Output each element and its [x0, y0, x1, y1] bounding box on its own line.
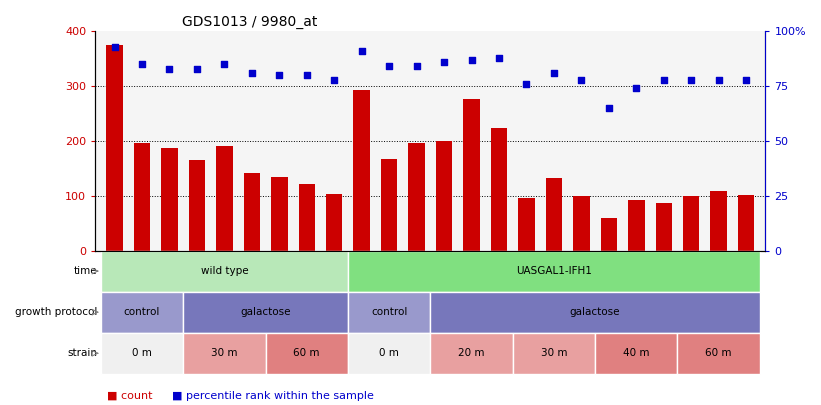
Text: wild type: wild type: [200, 266, 248, 276]
Point: [520, 81, 533, 87]
Bar: [216, 147, 232, 251]
Point: [328, 77, 341, 83]
Text: galactose: galactose: [570, 307, 621, 317]
Bar: [134, 143, 150, 251]
Text: 30 m: 30 m: [541, 348, 567, 358]
Text: control: control: [371, 307, 407, 317]
Bar: [655, 203, 672, 251]
Bar: [106, 45, 123, 251]
Bar: [161, 148, 177, 251]
FancyBboxPatch shape: [348, 251, 760, 292]
Point: [108, 43, 121, 50]
FancyBboxPatch shape: [101, 292, 183, 333]
Text: control: control: [124, 307, 160, 317]
FancyBboxPatch shape: [512, 333, 595, 374]
Text: 60 m: 60 m: [293, 348, 320, 358]
Bar: [326, 194, 342, 251]
Point: [245, 70, 259, 76]
Text: growth protocol: growth protocol: [15, 307, 98, 317]
Point: [603, 105, 616, 111]
Text: 40 m: 40 m: [623, 348, 649, 358]
Bar: [546, 178, 562, 251]
FancyBboxPatch shape: [101, 251, 348, 292]
Point: [190, 66, 204, 72]
Text: GDS1013 / 9980_at: GDS1013 / 9980_at: [182, 15, 318, 29]
Text: time: time: [74, 266, 98, 276]
Bar: [463, 99, 479, 251]
Point: [300, 72, 314, 79]
Point: [465, 57, 478, 63]
Point: [355, 48, 369, 54]
Point: [135, 61, 149, 68]
Bar: [244, 173, 260, 251]
Point: [438, 59, 451, 65]
Point: [383, 63, 396, 70]
Bar: [628, 200, 644, 251]
Bar: [683, 196, 699, 251]
Point: [630, 85, 643, 92]
Text: 0 m: 0 m: [132, 348, 152, 358]
FancyBboxPatch shape: [101, 333, 183, 374]
FancyBboxPatch shape: [183, 333, 265, 374]
Point: [548, 70, 561, 76]
Point: [740, 77, 753, 83]
Bar: [738, 195, 754, 251]
Point: [685, 77, 698, 83]
Bar: [189, 160, 205, 251]
FancyBboxPatch shape: [430, 333, 512, 374]
Bar: [436, 141, 452, 251]
Text: 30 m: 30 m: [211, 348, 237, 358]
Bar: [408, 143, 424, 251]
Bar: [573, 196, 589, 251]
Text: ■ count: ■ count: [107, 391, 152, 401]
Bar: [271, 177, 287, 251]
Bar: [601, 217, 617, 251]
FancyBboxPatch shape: [595, 333, 677, 374]
Text: 0 m: 0 m: [379, 348, 399, 358]
Point: [163, 66, 176, 72]
FancyBboxPatch shape: [430, 292, 760, 333]
FancyBboxPatch shape: [348, 333, 430, 374]
Bar: [518, 198, 534, 251]
Text: ■ percentile rank within the sample: ■ percentile rank within the sample: [172, 391, 374, 401]
Bar: [353, 90, 370, 251]
FancyBboxPatch shape: [183, 292, 348, 333]
Point: [410, 63, 423, 70]
Point: [273, 72, 286, 79]
Bar: [381, 158, 397, 251]
Point: [712, 77, 725, 83]
Bar: [491, 128, 507, 251]
Text: 20 m: 20 m: [458, 348, 484, 358]
FancyBboxPatch shape: [348, 292, 430, 333]
Text: 60 m: 60 m: [705, 348, 732, 358]
Point: [493, 54, 506, 61]
Point: [657, 77, 670, 83]
Point: [218, 61, 231, 68]
Point: [575, 77, 588, 83]
Text: strain: strain: [67, 348, 98, 358]
Bar: [710, 191, 727, 251]
Text: galactose: galactose: [241, 307, 291, 317]
FancyBboxPatch shape: [265, 333, 348, 374]
FancyBboxPatch shape: [677, 333, 760, 374]
Text: UASGAL1-IFH1: UASGAL1-IFH1: [516, 266, 592, 276]
Bar: [299, 184, 315, 251]
